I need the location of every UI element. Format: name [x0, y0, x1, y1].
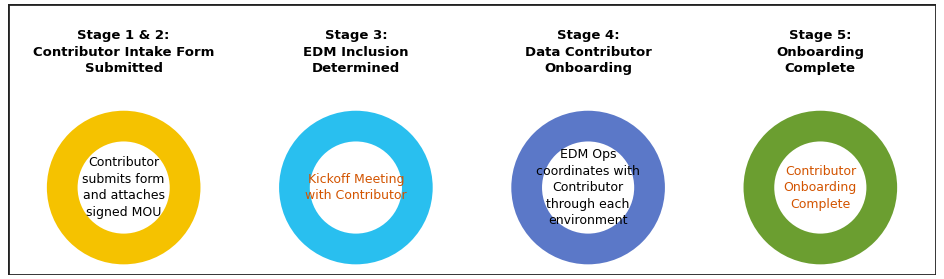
Circle shape: [744, 111, 897, 264]
Text: Contributor
Onboarding
Complete: Contributor Onboarding Complete: [784, 165, 857, 211]
Circle shape: [774, 141, 867, 234]
Text: Kickoff Meeting
with Contributor: Kickoff Meeting with Contributor: [305, 173, 407, 202]
Text: Stage 5:
Onboarding
Complete: Stage 5: Onboarding Complete: [776, 29, 865, 75]
Circle shape: [77, 141, 170, 234]
Circle shape: [47, 111, 200, 264]
Text: Stage 4:
Data Contributor
Onboarding: Stage 4: Data Contributor Onboarding: [525, 29, 651, 75]
Text: Stage 1 & 2:
Contributor Intake Form
Submitted: Stage 1 & 2: Contributor Intake Form Sub…: [33, 29, 214, 75]
Text: Stage 3:
EDM Inclusion
Determined: Stage 3: EDM Inclusion Determined: [303, 29, 409, 75]
Circle shape: [310, 141, 402, 234]
Circle shape: [542, 141, 634, 234]
Text: EDM Ops
coordinates with
Contributor
through each
environment: EDM Ops coordinates with Contributor thr…: [536, 148, 640, 227]
Text: Contributor
submits form
and attaches
signed MOU: Contributor submits form and attaches si…: [82, 156, 165, 219]
Circle shape: [512, 111, 665, 264]
Circle shape: [279, 111, 432, 264]
